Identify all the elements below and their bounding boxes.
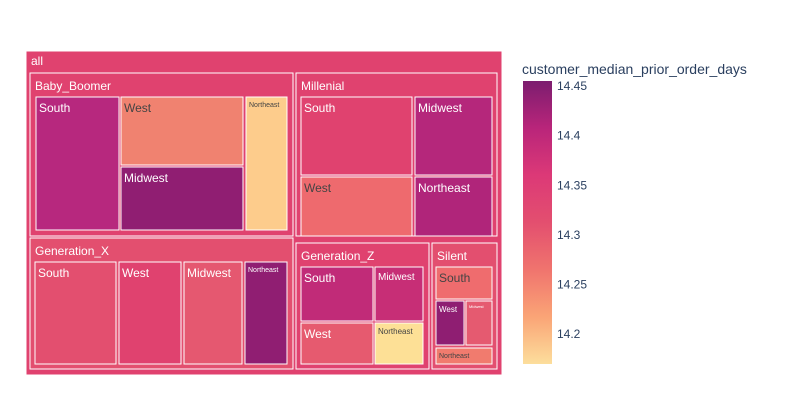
treemap-tile-millenial-west[interactable] bbox=[300, 176, 413, 237]
treemap-tile-label-millenial-west: West bbox=[304, 181, 332, 195]
treemap-tile-label-baby-boomer-northeast: Northeast bbox=[249, 102, 279, 109]
treemap-tile-millenial-northeast[interactable] bbox=[414, 176, 493, 237]
treemap-tile-label-millenial-northeast: Northeast bbox=[418, 181, 471, 195]
treemap-tile-label-generation-z-west: West bbox=[304, 327, 332, 341]
treemap-group-label-silent: Silent bbox=[437, 249, 468, 263]
treemap-tile-label-baby-boomer-south: South bbox=[39, 101, 70, 115]
treemap-tile-generation-x-midwest[interactable] bbox=[183, 261, 243, 365]
colorbar-tick-label: 14.3 bbox=[557, 228, 581, 242]
treemap-tile-silent-midwest[interactable] bbox=[465, 300, 493, 346]
treemap-tile-label-generation-x-south: South bbox=[38, 266, 69, 280]
treemap-tile-generation-x-south[interactable] bbox=[34, 261, 117, 365]
colorbar-tick-label: 14.2 bbox=[557, 327, 581, 341]
treemap-tile-label-silent-south: South bbox=[439, 271, 470, 285]
treemap-tile-baby-boomer-west[interactable] bbox=[120, 96, 244, 166]
treemap-tile-baby-boomer-midwest[interactable] bbox=[120, 166, 244, 231]
treemap-tile-label-silent-northeast: Northeast bbox=[439, 353, 469, 360]
treemap-area: all Baby_Boomer South West Northeast Midwest M… bbox=[25, 50, 503, 376]
colorbar-tick-label: 14.45 bbox=[557, 79, 587, 93]
treemap-tile-label-silent-west: West bbox=[439, 305, 458, 314]
treemap-tile-label-generation-x-northeast: Northeast bbox=[248, 267, 278, 274]
colorbar: customer_median_prior_order_days 14.2 14.2… bbox=[522, 61, 747, 364]
treemap-group-label-millenial: Millenial bbox=[301, 79, 344, 93]
treemap-tile-label-millenial-south: South bbox=[304, 101, 335, 115]
treemap-tile-silent-west[interactable] bbox=[435, 300, 465, 346]
treemap-group-label-generation-x: Generation_X bbox=[35, 244, 109, 258]
treemap-tile-label-generation-x-midwest: Midwest bbox=[187, 266, 232, 280]
treemap-tile-label-millenial-midwest: Midwest bbox=[418, 101, 463, 115]
treemap-tile-millenial-midwest[interactable] bbox=[414, 96, 493, 176]
treemap-tile-label-baby-boomer-midwest: Midwest bbox=[124, 171, 169, 185]
treemap-tile-generation-z-midwest[interactable] bbox=[374, 266, 424, 322]
treemap-group-label-generation-z: Generation_Z bbox=[301, 249, 374, 263]
treemap-tile-label-baby-boomer-west: West bbox=[124, 101, 152, 115]
treemap-tile-generation-z-northeast[interactable] bbox=[374, 322, 424, 365]
treemap-tile-generation-z-south[interactable] bbox=[300, 266, 374, 322]
treemap-tile-millenial-south[interactable] bbox=[300, 96, 413, 176]
treemap-root-label: all bbox=[31, 54, 43, 68]
treemap-tile-silent-northeast[interactable] bbox=[435, 347, 493, 365]
treemap-tile-label-generation-x-west: West bbox=[122, 266, 150, 280]
treemap-tile-generation-x-west[interactable] bbox=[118, 261, 182, 365]
colorbar-title: customer_median_prior_order_days bbox=[522, 61, 747, 77]
treemap-tile-baby-boomer-south[interactable] bbox=[35, 96, 120, 231]
treemap-tile-silent-south[interactable] bbox=[435, 266, 493, 300]
colorbar-tick-label: 14.35 bbox=[557, 178, 587, 192]
colorbar-tick-label: 14.4 bbox=[557, 129, 581, 143]
treemap-tile-label-silent-midwest: Midwest bbox=[469, 304, 485, 309]
treemap-tile-generation-z-west[interactable] bbox=[300, 322, 374, 365]
colorbar-gradient bbox=[523, 81, 552, 364]
treemap-tile-label-generation-z-northeast: Northeast bbox=[378, 327, 413, 336]
colorbar-tick-label: 14.25 bbox=[557, 278, 587, 292]
treemap-tile-generation-x-northeast[interactable] bbox=[244, 261, 288, 365]
treemap-group-label-baby-boomer: Baby_Boomer bbox=[35, 79, 111, 93]
treemap-tile-baby-boomer-northeast[interactable] bbox=[245, 96, 288, 231]
treemap-tile-label-generation-z-midwest: Midwest bbox=[378, 272, 415, 283]
treemap-tile-label-generation-z-south: South bbox=[304, 271, 335, 285]
